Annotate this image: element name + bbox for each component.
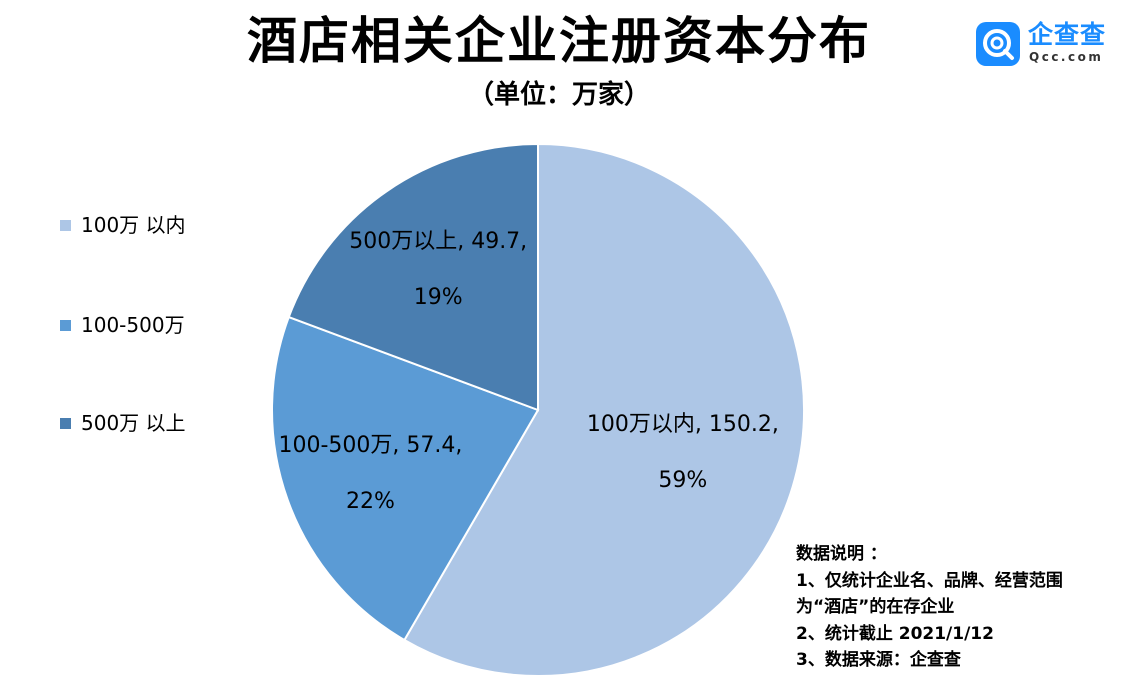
legend-swatch [60,417,71,429]
note-line: 2、统计截止 2021/1/12 [796,623,994,644]
slice-label: 100-500万, 57.4, [278,433,462,458]
note-line: 1、仅统计企业名、品牌、经营范围 [796,570,1063,591]
pie-slice [403,142,805,677]
slice-percent-label: 59% [658,468,707,493]
note-heading: 数据说明 ： [796,544,887,564]
chart-subtitle: （单位：万家） [467,80,650,110]
legend-item: 100万 以内 [60,210,186,240]
slice-percent-label: 22% [346,489,395,514]
pie-slice [271,315,540,642]
chart-title: 酒店相关企业注册资本分布 [247,12,871,70]
legend-label: 100-500万 [81,313,185,337]
legend-label: 500万 以上 [81,411,186,435]
logo-domain: Qcc.com [1029,50,1104,64]
slice-label: 500万以上, 49.7, [349,229,527,254]
data-note: 数据说明 ： 1、仅统计企业名、品牌、经营范围 为“酒店”的在存企业 2、统计截… [796,541,1126,674]
slice-percent-label: 19% [414,285,463,310]
slice-label: 100万以内, 150.2, [587,412,779,437]
legend-label: 100万 以内 [81,213,186,237]
note-line: 为“酒店”的在存企业 [796,597,955,617]
legend-swatch [60,319,71,331]
legend-swatch [60,219,71,231]
pie-slice [287,142,539,412]
logo-name: 企查查 [1028,20,1107,49]
legend-item: 100-500万 [60,310,185,340]
qcc-logo-icon [976,22,1020,66]
legend-item: 500万 以上 [60,408,186,438]
note-line: 3、数据来源：企查查 [796,650,961,670]
qcc-logo: 企查查 Qcc.com [976,20,1116,68]
